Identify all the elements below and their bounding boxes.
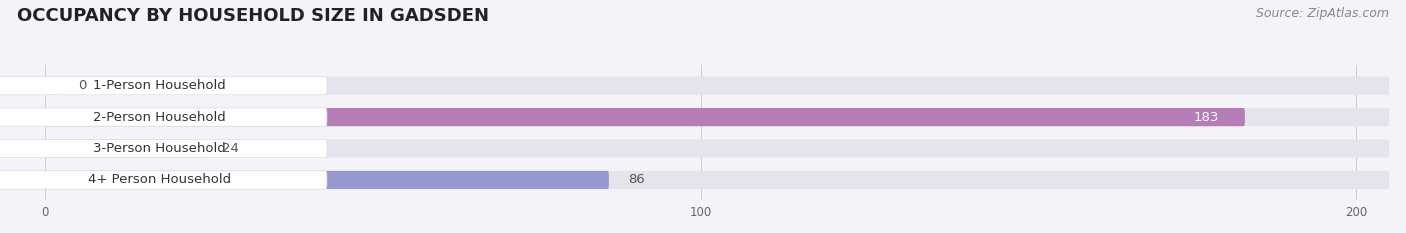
Text: 1-Person Household: 1-Person Household (93, 79, 226, 92)
Text: 2-Person Household: 2-Person Household (93, 111, 226, 123)
FancyBboxPatch shape (0, 77, 1389, 95)
Text: 3-Person Household: 3-Person Household (93, 142, 226, 155)
FancyBboxPatch shape (45, 77, 62, 95)
Text: OCCUPANCY BY HOUSEHOLD SIZE IN GADSDEN: OCCUPANCY BY HOUSEHOLD SIZE IN GADSDEN (17, 7, 489, 25)
Text: 183: 183 (1194, 111, 1219, 123)
Text: 4+ Person Household: 4+ Person Household (89, 173, 232, 186)
FancyBboxPatch shape (45, 171, 609, 189)
FancyBboxPatch shape (0, 139, 1389, 158)
Text: Source: ZipAtlas.com: Source: ZipAtlas.com (1256, 7, 1389, 20)
FancyBboxPatch shape (0, 139, 328, 158)
FancyBboxPatch shape (0, 77, 328, 95)
FancyBboxPatch shape (0, 108, 328, 126)
FancyBboxPatch shape (0, 171, 328, 189)
Text: 24: 24 (222, 142, 239, 155)
Text: 0: 0 (77, 79, 86, 92)
FancyBboxPatch shape (0, 171, 1389, 189)
Text: 86: 86 (628, 173, 645, 186)
FancyBboxPatch shape (0, 108, 1389, 126)
FancyBboxPatch shape (45, 139, 202, 158)
FancyBboxPatch shape (45, 108, 1244, 126)
